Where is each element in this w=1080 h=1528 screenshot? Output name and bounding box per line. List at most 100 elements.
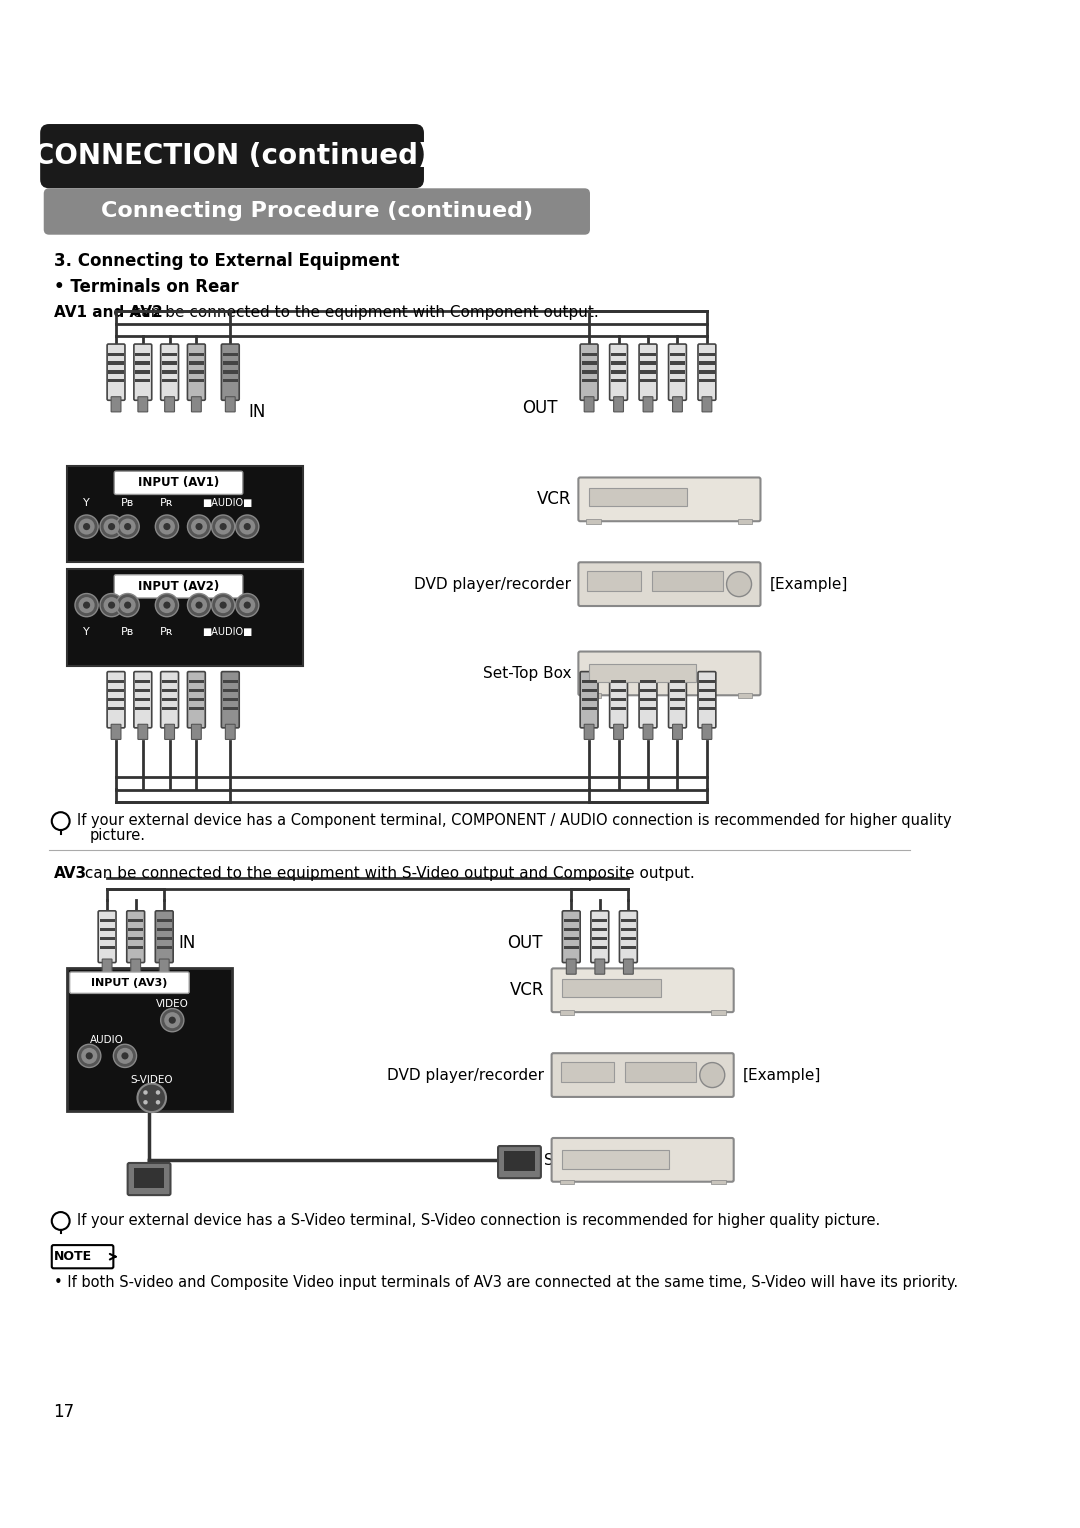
Text: INPUT (AV1): INPUT (AV1) <box>138 477 219 489</box>
Circle shape <box>159 518 175 535</box>
FancyBboxPatch shape <box>579 651 760 695</box>
Text: [Example]: [Example] <box>769 576 848 591</box>
Bar <box>581 353 596 356</box>
Bar <box>559 1180 573 1184</box>
Bar <box>162 698 177 701</box>
FancyBboxPatch shape <box>643 724 653 740</box>
FancyBboxPatch shape <box>226 397 235 413</box>
Text: • If both S-video and Composite Video input terminals of AV3 are connected at th: • If both S-video and Composite Video in… <box>54 1276 958 1291</box>
Text: OUT: OUT <box>523 399 558 417</box>
Circle shape <box>121 1053 129 1059</box>
FancyBboxPatch shape <box>623 960 633 975</box>
FancyBboxPatch shape <box>188 672 205 727</box>
FancyBboxPatch shape <box>134 672 151 727</box>
FancyBboxPatch shape <box>620 911 637 963</box>
FancyBboxPatch shape <box>156 911 173 963</box>
Bar <box>108 698 123 701</box>
Text: can be connected to the equipment with Component output.: can be connected to the equipment with C… <box>127 306 598 321</box>
Circle shape <box>83 602 90 608</box>
Bar <box>189 707 204 711</box>
FancyBboxPatch shape <box>673 724 683 740</box>
Text: S-VIDEO: S-VIDEO <box>131 1076 173 1085</box>
Bar <box>135 698 150 701</box>
FancyBboxPatch shape <box>111 724 121 740</box>
Circle shape <box>219 602 227 608</box>
Text: INPUT (AV2): INPUT (AV2) <box>138 581 219 593</box>
Circle shape <box>195 523 203 530</box>
Circle shape <box>212 515 234 538</box>
Circle shape <box>219 523 227 530</box>
Bar <box>670 353 685 356</box>
Circle shape <box>235 515 259 538</box>
Bar <box>134 1169 164 1187</box>
Circle shape <box>120 597 136 613</box>
Text: AUDIO: AUDIO <box>90 1034 124 1045</box>
Bar <box>700 680 715 683</box>
Circle shape <box>215 518 231 535</box>
Circle shape <box>113 1044 136 1068</box>
Bar <box>738 694 753 698</box>
Bar <box>670 680 685 683</box>
Bar <box>189 353 204 356</box>
FancyBboxPatch shape <box>114 471 243 495</box>
Text: DVD player/recorder: DVD player/recorder <box>388 1068 544 1082</box>
Text: VIDEO: VIDEO <box>156 999 189 1008</box>
FancyBboxPatch shape <box>552 969 733 1012</box>
Bar <box>700 379 715 382</box>
Bar <box>621 937 636 940</box>
FancyBboxPatch shape <box>40 124 424 188</box>
Bar <box>222 353 238 356</box>
Bar <box>592 920 607 923</box>
Circle shape <box>75 593 98 617</box>
Circle shape <box>124 602 131 608</box>
Bar <box>564 946 579 949</box>
FancyBboxPatch shape <box>114 575 243 597</box>
Bar <box>611 379 626 382</box>
Bar <box>611 698 626 701</box>
Bar <box>189 698 204 701</box>
Bar <box>99 937 114 940</box>
Bar <box>712 1010 726 1015</box>
Text: AV3: AV3 <box>54 866 86 880</box>
FancyBboxPatch shape <box>131 960 140 975</box>
FancyBboxPatch shape <box>98 911 116 963</box>
Text: Pʀ: Pʀ <box>160 626 174 637</box>
Bar <box>621 920 636 923</box>
FancyBboxPatch shape <box>673 397 683 413</box>
Circle shape <box>78 1044 100 1068</box>
Bar <box>640 680 656 683</box>
Bar <box>162 370 177 373</box>
FancyBboxPatch shape <box>580 344 598 400</box>
Circle shape <box>83 523 90 530</box>
Text: can be connected to the equipment with S-Video output and Composite output.: can be connected to the equipment with S… <box>80 866 696 880</box>
Bar <box>222 689 238 692</box>
Bar <box>563 979 661 998</box>
Circle shape <box>700 1062 725 1088</box>
FancyBboxPatch shape <box>591 911 609 963</box>
Text: 17: 17 <box>54 1403 75 1421</box>
Bar <box>611 370 626 373</box>
Bar <box>67 969 232 1111</box>
Bar <box>189 362 204 365</box>
Bar <box>108 707 123 711</box>
Circle shape <box>100 593 123 617</box>
Bar <box>99 946 114 949</box>
Bar <box>700 707 715 711</box>
FancyBboxPatch shape <box>498 1146 541 1178</box>
Bar <box>581 379 596 382</box>
Circle shape <box>120 518 136 535</box>
Bar <box>189 370 204 373</box>
Circle shape <box>235 593 259 617</box>
FancyBboxPatch shape <box>613 397 623 413</box>
Circle shape <box>164 1012 180 1028</box>
Bar <box>564 920 579 923</box>
Bar <box>581 698 596 701</box>
Bar <box>561 1062 615 1082</box>
FancyBboxPatch shape <box>552 1053 733 1097</box>
Circle shape <box>104 597 120 613</box>
FancyBboxPatch shape <box>580 672 598 727</box>
Circle shape <box>163 602 171 608</box>
Circle shape <box>156 593 178 617</box>
Bar <box>589 665 697 681</box>
FancyBboxPatch shape <box>226 724 235 740</box>
